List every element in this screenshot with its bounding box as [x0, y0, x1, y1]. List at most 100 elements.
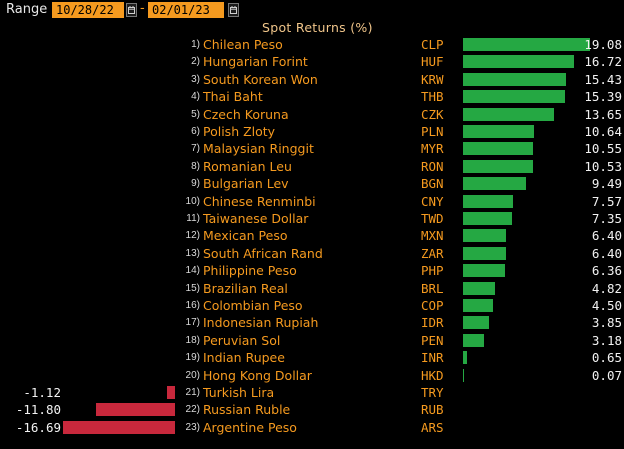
negative-return-bar [63, 420, 175, 434]
currency-code: RON [421, 158, 444, 174]
currency-name[interactable]: South African Rand [203, 245, 323, 261]
return-value-label: 13.65 [584, 106, 622, 122]
currency-code: COP [421, 298, 444, 313]
currency-name[interactable]: Hungarian Forint [203, 54, 308, 70]
table-row[interactable]: 4) Thai Baht THB 15.39 [0, 88, 624, 105]
positive-return-bar [463, 177, 527, 191]
currency-code: RUB [421, 402, 444, 418]
currency-name[interactable]: Bulgarian Lev [203, 176, 289, 192]
range-label: Range [6, 2, 48, 17]
table-row[interactable]: 6) Polish Zloty PLN 10.64 [0, 123, 624, 140]
positive-return-bar [463, 351, 468, 365]
row-rank: 14) [185, 265, 200, 277]
positive-return-bar [463, 142, 534, 156]
currency-code: PEN [421, 332, 444, 348]
currency-name[interactable]: Colombian Peso [203, 298, 303, 313]
return-value-label: 4.50 [591, 298, 622, 313]
calendar-icon[interactable] [126, 3, 137, 17]
currency-name[interactable]: Thai Baht [203, 89, 263, 105]
return-value-label: 9.49 [591, 176, 622, 192]
table-row[interactable]: 1) Chilean Peso CLP 19.08 [0, 36, 624, 53]
currency-name[interactable]: Brazilian Real [203, 280, 288, 296]
currency-code: MXN [421, 228, 444, 244]
start-date-field[interactable]: 10/28/22 [52, 2, 124, 18]
currency-name[interactable]: Romanian Leu [203, 158, 292, 174]
currency-code: HKD [421, 367, 444, 383]
positive-return-bar [463, 159, 534, 173]
table-row[interactable]: 17) Indonesian Rupiah IDR 3.85 [0, 314, 624, 331]
date-range-separator: - [140, 1, 145, 16]
positive-return-bar [463, 90, 566, 104]
row-rank: 12) [185, 230, 200, 242]
currency-name[interactable]: Indonesian Rupiah [203, 315, 319, 331]
row-rank: 21) [185, 387, 200, 398]
table-row[interactable]: 5) Czech Koruna CZK 13.65 [0, 106, 624, 123]
positive-return-bar [463, 333, 485, 347]
row-rank: 10) [185, 195, 200, 207]
table-row[interactable]: 14) Philippine Peso PHP 6.36 [0, 262, 624, 279]
row-rank: 11) [186, 213, 200, 224]
row-rank: 1) [191, 39, 200, 50]
table-row[interactable]: 20) Hong Kong Dollar HKD 0.07 [0, 367, 624, 384]
table-row[interactable]: 15) Brazilian Real BRL 4.82 [0, 280, 624, 297]
table-row[interactable]: 9) Bulgarian Lev BGN 9.49 [0, 175, 624, 192]
currency-name[interactable]: Polish Zloty [203, 124, 276, 139]
row-rank: 4) [191, 91, 200, 103]
currency-code: CZK [421, 106, 444, 122]
row-rank: 20) [185, 369, 200, 381]
positive-return-bar [463, 38, 590, 51]
range-toolbar: Range 10/28/22 - 02/01/23 [0, 0, 624, 20]
return-value-label: 15.39 [584, 89, 622, 105]
currency-name[interactable]: Philippine Peso [203, 263, 297, 279]
currency-code: BRL [421, 280, 444, 296]
return-value-label: 6.40 [591, 245, 622, 261]
table-row[interactable]: 8) Romanian Leu RON 10.53 [0, 158, 624, 175]
table-row[interactable]: 12) Mexican Peso MXN 6.40 [0, 227, 624, 244]
currency-name[interactable]: South Korean Won [203, 71, 318, 87]
table-row[interactable]: 19) Indian Rupee INR 0.65 [0, 349, 624, 366]
currency-name[interactable]: Taiwanese Dollar [203, 211, 309, 226]
row-rank: 9) [191, 178, 200, 190]
table-row[interactable]: 10) Chinese Renminbi CNY 7.57 [0, 193, 624, 210]
currency-code: MYR [421, 141, 444, 157]
table-row[interactable]: 16) Colombian Peso COP 4.50 [0, 297, 624, 314]
currency-name[interactable]: Chilean Peso [203, 37, 283, 52]
currency-name[interactable]: Chinese Renminbi [203, 193, 316, 209]
return-value-label: 3.18 [591, 332, 622, 348]
positive-return-bar [463, 246, 506, 260]
table-row[interactable]: 11) Taiwanese Dollar TWD 7.35 [0, 210, 624, 227]
return-value-label: 19.08 [584, 37, 622, 52]
row-rank: 6) [191, 126, 200, 137]
table-row[interactable]: 21) Turkish Lira TRY -1.12 [0, 384, 624, 401]
table-row[interactable]: 3) South Korean Won KRW 15.43 [0, 71, 624, 88]
currency-name[interactable]: Malaysian Ringgit [203, 141, 314, 157]
currency-name[interactable]: Indian Rupee [203, 350, 285, 366]
currency-name[interactable]: Peruvian Sol [203, 332, 281, 348]
positive-return-bar [463, 264, 506, 278]
positive-return-bar [463, 55, 575, 69]
return-value-label: 10.64 [584, 124, 622, 139]
row-rank: 7) [191, 143, 200, 155]
table-row[interactable]: 18) Peruvian Sol PEN 3.18 [0, 332, 624, 349]
currency-name[interactable]: Mexican Peso [203, 228, 288, 244]
table-row[interactable]: 13) South African Rand ZAR 6.40 [0, 245, 624, 262]
end-date-field[interactable]: 02/01/23 [148, 2, 224, 18]
positive-return-bar [463, 316, 489, 330]
calendar-icon[interactable] [228, 3, 239, 17]
positive-return-bar [463, 281, 496, 295]
row-rank: 19) [185, 352, 200, 364]
positive-return-bar [463, 368, 464, 382]
currency-name[interactable]: Hong Kong Dollar [203, 367, 312, 383]
currency-name[interactable]: Russian Ruble [203, 402, 291, 418]
table-row[interactable]: 23) Argentine Peso ARS -16.69 [0, 419, 624, 436]
table-row[interactable]: 2) Hungarian Forint HUF 16.72 [0, 53, 624, 70]
table-row[interactable]: 22) Russian Ruble RUB -11.80 [0, 401, 624, 418]
currency-code: INR [421, 350, 444, 366]
currency-name[interactable]: Turkish Lira [203, 385, 275, 400]
currency-name[interactable]: Argentine Peso [203, 419, 297, 435]
table-row[interactable]: 7) Malaysian Ringgit MYR 10.55 [0, 140, 624, 157]
return-value-label: 3.85 [591, 315, 622, 331]
row-rank: 22) [185, 404, 200, 416]
currency-name[interactable]: Czech Koruna [203, 106, 289, 122]
currency-code: THB [421, 89, 444, 105]
